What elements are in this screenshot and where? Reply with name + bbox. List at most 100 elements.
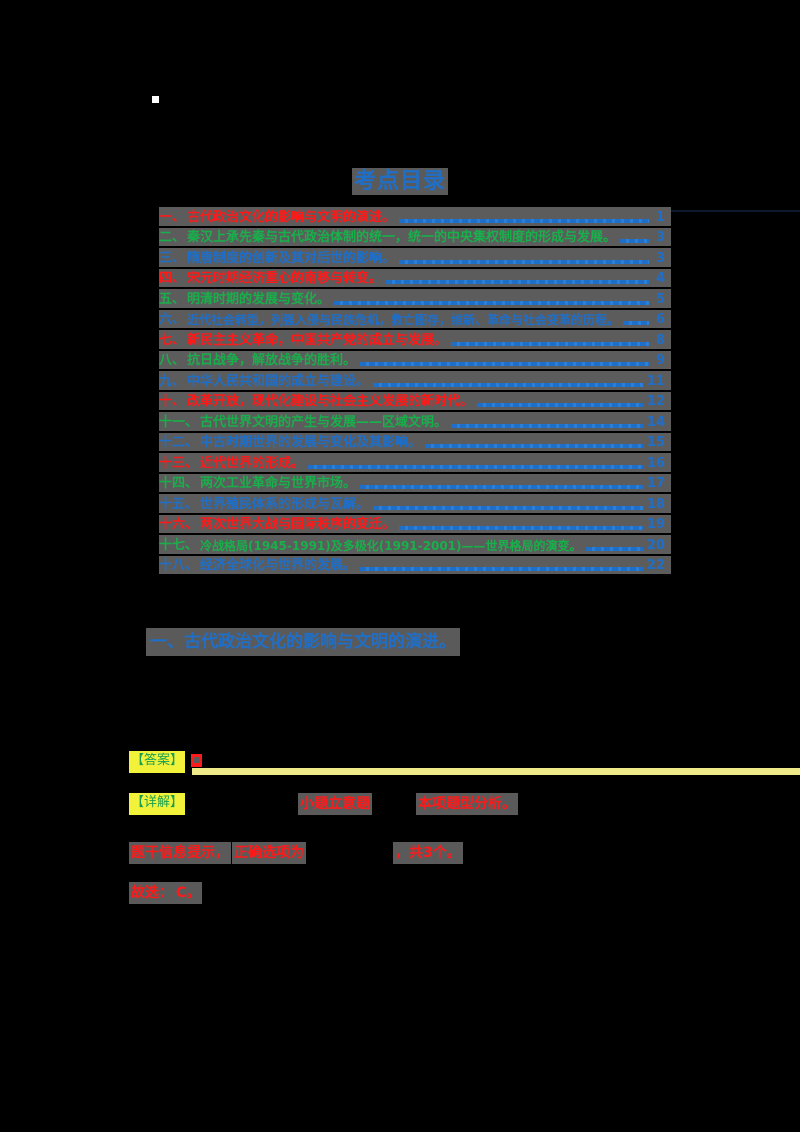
toc-title: 考点目录	[352, 168, 448, 195]
explanation-text: 题干信息提示，	[129, 842, 231, 864]
detail-tag: 【详解】	[129, 793, 186, 815]
toc-item-number: 八、	[159, 353, 186, 368]
conclusion-label: 故选：	[129, 882, 175, 904]
dot-leader	[334, 300, 649, 305]
toc-item[interactable]: 五、 明清时期的发展与变化。 5	[159, 288, 671, 309]
toc-item-number: 十六、	[159, 517, 199, 532]
toc-item-number: 五、	[159, 291, 186, 307]
toc-item-page: 12	[646, 394, 665, 409]
dot-leader	[451, 423, 643, 428]
dot-leader	[399, 259, 649, 264]
detail-text: 小题立意题	[298, 793, 372, 815]
toc-item[interactable]: 七、 新民主主义革命，中国共产党的成立与发展。 8	[159, 329, 671, 350]
toc-item-page: 1	[655, 209, 665, 225]
detail-text: 本项题型分析。	[416, 793, 518, 815]
toc-item[interactable]: 四、 宋元时期经济重心的南移与转变。 4	[159, 268, 671, 289]
toc-item-page: 17	[646, 476, 665, 491]
toc-item[interactable]: 一、 古代政治文化的影响与文明的演进。 1	[159, 206, 671, 227]
toc-item-number: 十四、	[159, 476, 199, 491]
toc-item-number: 四、	[159, 271, 186, 286]
highlight	[159, 535, 671, 554]
dot-leader	[620, 239, 649, 243]
dot-leader	[360, 362, 649, 366]
toc-item-label: 明清时期的发展与变化。	[187, 291, 331, 307]
toc-item[interactable]: 十一、 古代世界文明的产生与发展——区域文明。 14	[159, 411, 671, 432]
toc-item-page: 18	[646, 496, 665, 512]
toc-item-label: 冷战格局(1945-1991)及多极化(1991-2001)——世界格局的演变。	[200, 538, 582, 553]
toc-item-number: 十、	[159, 394, 186, 409]
toc-item-number: 十三、	[159, 455, 199, 471]
dot-leader	[360, 567, 643, 571]
dot-leader	[451, 341, 649, 346]
answer-underline	[192, 768, 800, 775]
highlight	[159, 227, 671, 246]
toc-item[interactable]: 十六、 两次世界大战与国际秩序的变迁。 19	[159, 514, 671, 535]
toc-item-number: 三、	[159, 250, 186, 266]
toc-item-page: 3	[655, 250, 665, 266]
toc-item-number: 一、	[159, 209, 186, 225]
toc-item-label: 两次工业革命与世界市场。	[200, 476, 357, 491]
toc-item[interactable]: 十五、 世界殖民体系的形成与瓦解。 18	[159, 493, 671, 514]
toc-item-page: 20	[646, 537, 665, 553]
dot-leader	[373, 382, 643, 387]
dot-leader	[623, 321, 649, 325]
toc-item-page: 15	[646, 435, 665, 450]
dot-leader	[373, 505, 643, 510]
toc-item-page: 5	[655, 291, 665, 307]
toc-item-label: 两次世界大战与国际秩序的变迁。	[200, 517, 396, 532]
toc-item-label: 近代社会转型，列强入侵与民族危机，救亡图存，维新、革命与社会变革的历程。	[187, 313, 620, 327]
toc-item[interactable]: 十四、 两次工业革命与世界市场。 17	[159, 473, 671, 494]
highlight	[159, 309, 671, 328]
toc-item-page: 6	[655, 312, 665, 327]
toc-item-page: 16	[646, 455, 665, 471]
toc-item[interactable]: 二、 秦汉上承先秦与古代政治体制的统一，统一的中央集权制度的形成与发展。 3	[159, 227, 671, 248]
toc-item-number: 七、	[159, 332, 186, 348]
toc-item-page: 22	[646, 558, 665, 573]
toc-item[interactable]: 八、 抗日战争，解放战争的胜利。 9	[159, 350, 671, 371]
toc-item-label: 隋唐制度的创新及其对后世的影响。	[187, 250, 396, 266]
toc-item[interactable]: 三、 隋唐制度的创新及其对后世的影响。 3	[159, 247, 671, 268]
toc-item-label: 新民主主义革命，中国共产党的成立与发展。	[187, 332, 448, 348]
toc-item-number: 十一、	[159, 414, 199, 430]
toc-item-label: 经济全球化与世界的发展。	[200, 558, 357, 573]
toc-item-page: 3	[655, 230, 665, 245]
dot-leader	[308, 464, 643, 469]
toc-item-label: 中古时期世界的发展与变化及其影响。	[200, 435, 422, 450]
toc-item-label: 古代政治文化的影响与文明的演进。	[187, 209, 396, 225]
dot-leader	[399, 218, 649, 223]
page-marker	[152, 96, 159, 103]
toc-item-label: 中华人民共和国的成立与建设。	[187, 373, 370, 389]
toc-item-number: 二、	[159, 230, 186, 245]
explanation-text: 正确选项为	[232, 842, 306, 864]
section-heading: 一、古代政治文化的影响与文明的演进。	[146, 628, 460, 656]
toc-item-label: 秦汉上承先秦与古代政治体制的统一，统一的中央集权制度的形成与发展。	[187, 230, 617, 245]
toc-item-number: 六、	[159, 312, 186, 327]
toc-item-label: 古代世界文明的产生与发展——区域文明。	[200, 414, 448, 430]
toc-item[interactable]: 九、 中华人民共和国的成立与建设。 11	[159, 370, 671, 391]
answer-value	[191, 754, 202, 767]
explanation-text: ，共3个。	[393, 842, 463, 864]
toc-item[interactable]: 十七、 冷战格局(1945-1991)及多极化(1991-2001)——世界格局的…	[159, 534, 671, 555]
toc-item-page: 9	[655, 353, 665, 368]
toc-item-number: 十二、	[159, 435, 199, 450]
toc-item-number: 十八、	[159, 558, 199, 573]
dot-leader	[360, 485, 643, 489]
dot-leader	[399, 526, 643, 530]
dot-leader	[477, 403, 643, 407]
toc-item-label: 近代世界的形成。	[200, 455, 305, 471]
toc-item-page: 8	[655, 332, 665, 348]
toc-item-page: 19	[646, 517, 665, 532]
toc-item[interactable]: 十二、 中古时期世界的发展与变化及其影响。 15	[159, 432, 671, 453]
toc-item[interactable]: 六、 近代社会转型，列强入侵与民族危机，救亡图存，维新、革命与社会变革的历程。 6	[159, 309, 671, 330]
toc-item-page: 14	[646, 414, 665, 430]
toc-item[interactable]: 十、 改革开放，现代化建设与社会主义发展的新时代。 12	[159, 391, 671, 412]
table-of-contents: 一、 古代政治文化的影响与文明的演进。 1 二、 秦汉上承先秦与古代政治体制的统一，统…	[159, 206, 671, 575]
toc-item[interactable]: 十三、 近代世界的形成。 16	[159, 452, 671, 473]
dot-leader	[386, 280, 649, 284]
answer-tag: 【答案】	[129, 751, 186, 773]
toc-item-label: 抗日战争，解放战争的胜利。	[187, 353, 357, 368]
dot-leader	[585, 546, 643, 551]
toc-item[interactable]: 十八、 经济全球化与世界的发展。 22	[159, 555, 671, 576]
toc-item-number: 十五、	[159, 496, 199, 512]
toc-item-number: 十七、	[159, 537, 199, 553]
